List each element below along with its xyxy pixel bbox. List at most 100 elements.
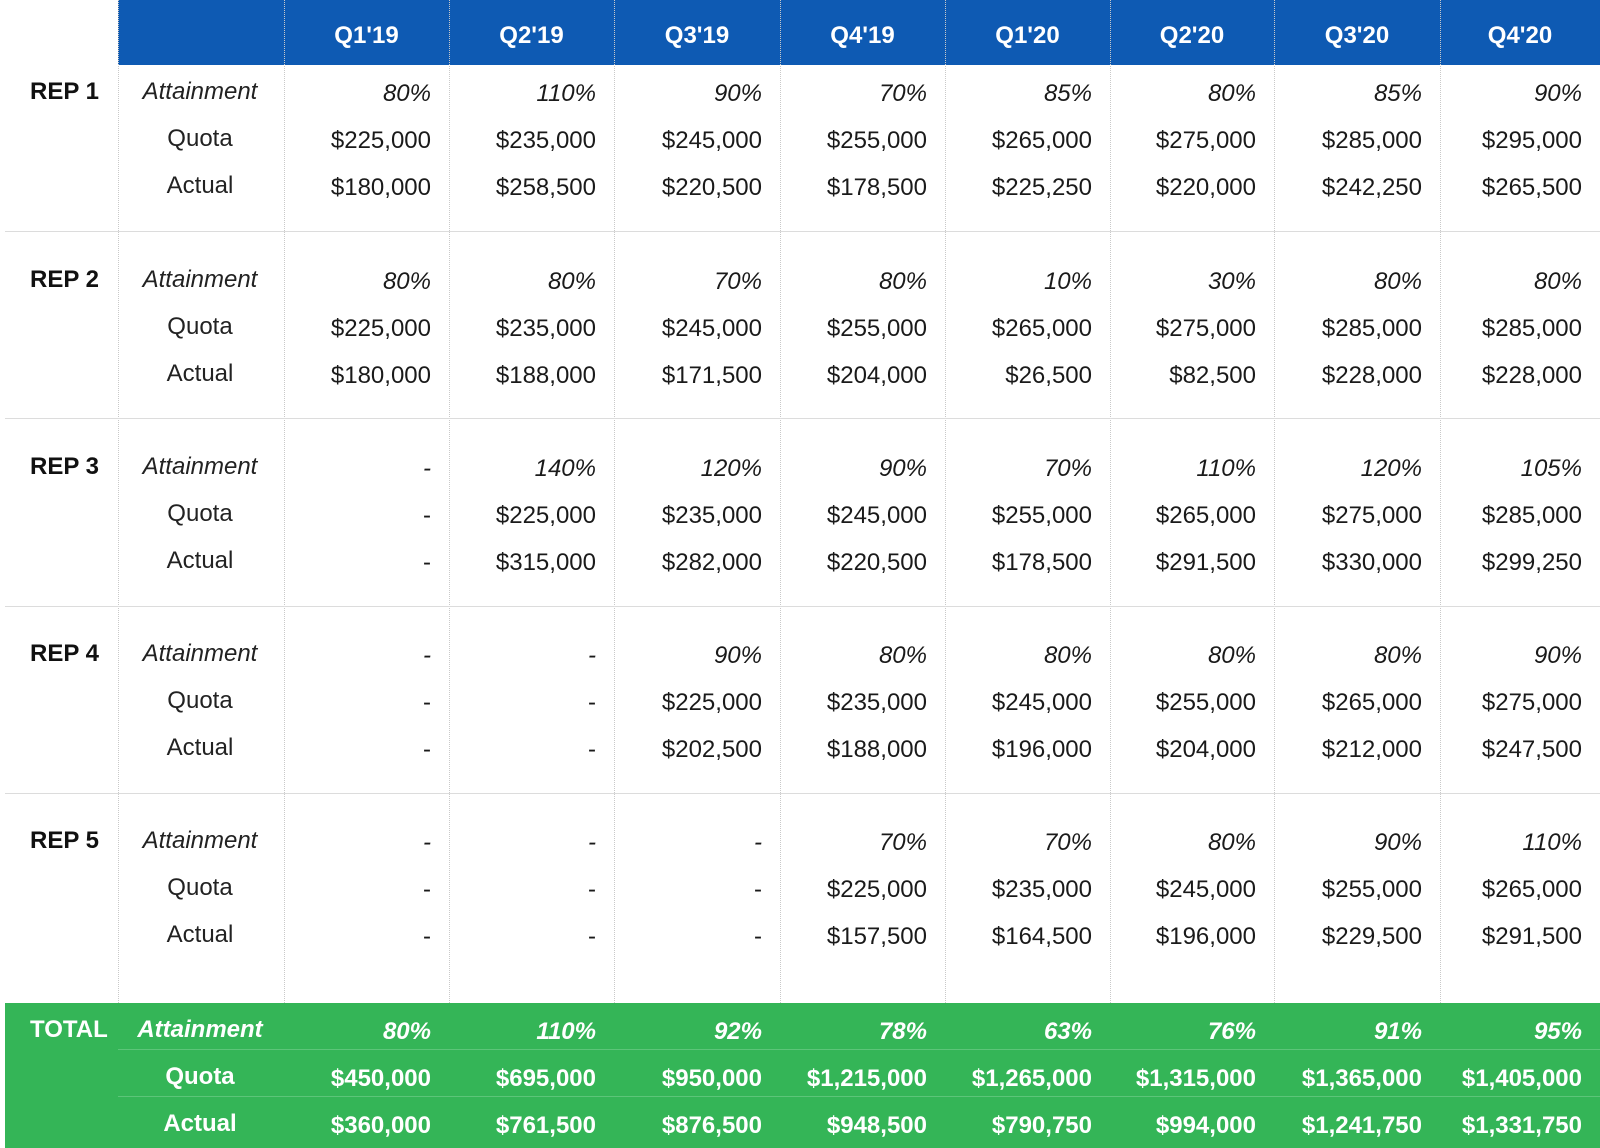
total-cell-actual: $994,000: [1155, 1112, 1256, 1139]
cell-quota: $235,000: [991, 876, 1092, 903]
cell-actual: $228,000: [1481, 362, 1582, 389]
cell-attainment: 85%: [1043, 80, 1092, 107]
cell-quota: $245,000: [991, 689, 1092, 716]
total-cell-actual: $360,000: [330, 1112, 431, 1139]
total-cell-actual: $1,331,750: [1461, 1112, 1582, 1139]
total-cell-quota: $1,405,000: [1461, 1065, 1582, 1092]
cell-attainment: 80%: [382, 268, 431, 295]
cell-attainment: 70%: [713, 268, 762, 295]
cell-attainment: 80%: [1043, 642, 1092, 669]
cell-quota: $265,000: [1481, 876, 1582, 903]
cell-attainment: 80%: [1207, 829, 1256, 856]
cell-quota: $295,000: [1481, 127, 1582, 154]
cell-attainment: 80%: [1373, 268, 1422, 295]
row-label-quota: Quota: [167, 313, 233, 340]
row-label-attainment: Attainment: [142, 640, 258, 667]
rep-name: REP 2: [30, 266, 99, 293]
cell-quota: $225,000: [330, 127, 431, 154]
cell-attainment: 110%: [1522, 829, 1582, 856]
total-cell-quota: $1,265,000: [971, 1065, 1092, 1092]
cell-quota: $275,000: [1155, 127, 1256, 154]
total-row-label-attainment: Attainment: [137, 1016, 263, 1043]
cell-quota: $245,000: [661, 127, 762, 154]
total-cell-actual: $1,241,750: [1301, 1112, 1422, 1139]
quarter-header: Q4'20: [1487, 22, 1553, 49]
cell-quota: $255,000: [1155, 689, 1256, 716]
row-label-quota: Quota: [167, 874, 233, 901]
cell-actual: $178,500: [991, 549, 1092, 576]
total-cell-attainment: 110%: [536, 1018, 596, 1045]
cell-attainment: -: [423, 642, 431, 669]
total-cell-quota: $450,000: [330, 1065, 431, 1092]
column-separator: [449, 0, 450, 1003]
rep-name: REP 5: [30, 827, 99, 854]
cell-actual: $242,250: [1321, 174, 1422, 201]
cell-attainment: 90%: [878, 455, 927, 482]
cell-actual: $180,000: [330, 362, 431, 389]
cell-actual: $299,250: [1481, 549, 1582, 576]
cell-actual: -: [754, 923, 762, 950]
cell-actual: $204,000: [826, 362, 927, 389]
cell-attainment: 80%: [547, 268, 596, 295]
column-separator: [1274, 0, 1275, 1003]
cell-quota: $255,000: [826, 315, 927, 342]
cell-quota: $285,000: [1481, 315, 1582, 342]
cell-quota: $235,000: [661, 502, 762, 529]
column-separator: [1440, 0, 1441, 1003]
cell-quota: $245,000: [661, 315, 762, 342]
cell-actual: $212,000: [1321, 736, 1422, 763]
cell-actual: $330,000: [1321, 549, 1422, 576]
cell-quota: $225,000: [826, 876, 927, 903]
cell-attainment: 140%: [534, 455, 596, 482]
total-cell-attainment: 95%: [1533, 1018, 1582, 1045]
cell-quota: -: [423, 502, 431, 529]
cell-quota: $225,000: [495, 502, 596, 529]
cell-attainment: -: [754, 829, 762, 856]
column-separator: [780, 0, 781, 1003]
cell-quota: $275,000: [1321, 502, 1422, 529]
row-label-attainment: Attainment: [142, 78, 258, 105]
cell-actual: $282,000: [661, 549, 762, 576]
rep-name: REP 4: [30, 640, 99, 667]
cell-attainment: -: [423, 829, 431, 856]
cell-quota: $235,000: [495, 127, 596, 154]
cell-quota: $265,000: [991, 315, 1092, 342]
cell-actual: $228,000: [1321, 362, 1422, 389]
cell-attainment: 90%: [1533, 80, 1582, 107]
cell-quota: $225,000: [661, 689, 762, 716]
row-label-quota: Quota: [167, 687, 233, 714]
cell-quota: $245,000: [1155, 876, 1256, 903]
cell-actual: $265,500: [1481, 174, 1582, 201]
total-cell-attainment: 92%: [713, 1018, 762, 1045]
total-divider: [118, 1096, 1600, 1097]
total-cell-actual: $790,750: [991, 1112, 1092, 1139]
column-separator: [945, 0, 946, 1003]
total-cell-quota: $1,365,000: [1301, 1065, 1422, 1092]
total-divider: [118, 1049, 1600, 1050]
cell-quota: $235,000: [495, 315, 596, 342]
quarter-header: Q1'20: [995, 22, 1060, 49]
cell-attainment: 90%: [713, 80, 762, 107]
cell-actual: $82,500: [1169, 362, 1256, 389]
cell-attainment: 30%: [1207, 268, 1256, 295]
cell-actual: -: [423, 736, 431, 763]
total-cell-actual: $761,500: [495, 1112, 596, 1139]
cell-attainment: 70%: [878, 80, 927, 107]
cell-actual: $204,000: [1155, 736, 1256, 763]
cell-attainment: 80%: [878, 268, 927, 295]
cell-actual: $178,500: [826, 174, 927, 201]
row-label-actual: Actual: [166, 921, 234, 948]
quarter-header: Q1'19: [334, 22, 399, 49]
cell-attainment: 85%: [1373, 80, 1422, 107]
rep-group-separator: [5, 606, 1600, 607]
cell-actual: $229,500: [1321, 923, 1422, 950]
rep-name: REP 3: [30, 453, 99, 480]
cell-quota: $275,000: [1155, 315, 1256, 342]
cell-quota: $265,000: [1155, 502, 1256, 529]
total-cell-actual: $948,500: [826, 1112, 927, 1139]
rep-group-separator: [5, 418, 1600, 419]
cell-actual: $315,000: [495, 549, 596, 576]
cell-quota: $255,000: [826, 127, 927, 154]
cell-actual: $202,500: [661, 736, 762, 763]
cell-attainment: 80%: [878, 642, 927, 669]
